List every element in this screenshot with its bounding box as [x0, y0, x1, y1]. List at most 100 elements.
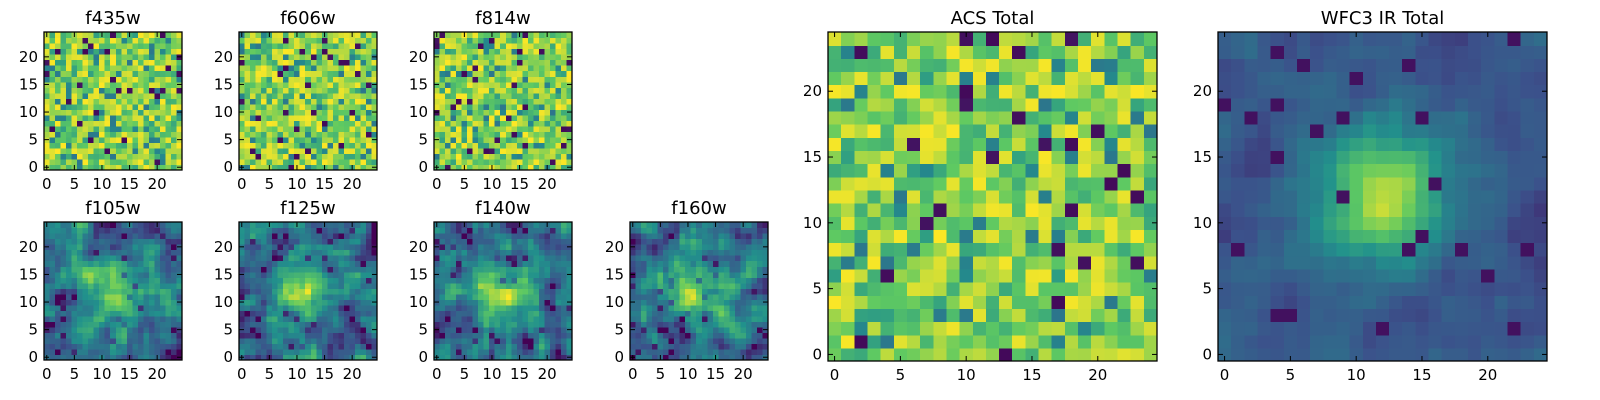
heatmap-cell	[277, 103, 284, 110]
heatmap-cell	[99, 255, 106, 262]
heatmap-cell	[44, 293, 51, 300]
heatmap-cell	[360, 222, 367, 229]
heatmap-cell	[99, 337, 106, 345]
heatmap-cell	[450, 343, 457, 350]
heatmap-cell	[283, 260, 290, 267]
heatmap-cell	[489, 109, 496, 116]
heatmap-cell	[365, 87, 373, 94]
heatmap-cell	[137, 37, 144, 44]
heatmap-cell	[668, 244, 675, 251]
heatmap-cell	[88, 32, 95, 39]
heatmap-cell	[439, 244, 446, 251]
heatmap-cell	[946, 255, 961, 270]
heatmap-cell	[77, 266, 84, 273]
heatmap-cell	[277, 244, 284, 251]
heatmap-cell	[148, 299, 155, 306]
heatmap-cell	[712, 260, 719, 267]
heatmap-cell	[338, 260, 345, 267]
heatmap-cell	[44, 282, 51, 289]
heatmap-cell	[646, 266, 653, 273]
x-tick-label: 20	[148, 175, 167, 193]
heatmap-cell	[439, 81, 446, 88]
heatmap-cell	[283, 277, 290, 284]
heatmap-cell	[527, 282, 534, 289]
heatmap-cell	[500, 332, 507, 339]
heatmap-cell	[115, 164, 122, 171]
heatmap-cell	[250, 299, 257, 306]
heatmap-cell	[66, 227, 73, 234]
heatmap-cell	[283, 131, 290, 138]
heatmap-cell	[668, 304, 675, 311]
heatmap-cell	[472, 158, 479, 166]
heatmap-cell	[60, 125, 67, 132]
heatmap-cell	[489, 114, 496, 121]
heatmap-cell	[1038, 308, 1053, 323]
heatmap-cell	[516, 348, 523, 356]
panel-title: f105w	[85, 198, 140, 219]
heatmap-cell	[66, 59, 73, 66]
heatmap-cell	[566, 348, 573, 356]
heatmap-cell	[239, 59, 246, 66]
heatmap-cell	[516, 70, 523, 77]
heatmap-cell	[946, 176, 961, 191]
heatmap-cell	[327, 238, 334, 245]
heatmap-cell	[450, 158, 457, 166]
heatmap-cell	[49, 158, 56, 166]
heatmap-cell	[522, 70, 529, 77]
heatmap-cell	[906, 321, 921, 336]
heatmap-cell	[71, 109, 78, 116]
heatmap-cell	[867, 203, 882, 217]
heatmap-cell	[261, 348, 268, 356]
heatmap-cell	[641, 304, 648, 311]
heatmap-cell	[360, 255, 367, 262]
heatmap-cell	[679, 233, 686, 240]
heatmap-cell	[751, 326, 758, 333]
heatmap-cell	[522, 109, 529, 116]
heatmap-cell	[657, 348, 664, 356]
heatmap-cell	[316, 315, 323, 322]
heatmap-cell	[959, 203, 974, 217]
heatmap-cell	[93, 277, 100, 284]
heatmap-cell	[332, 227, 339, 234]
heatmap-cell	[718, 354, 725, 361]
heatmap-cell	[176, 114, 183, 121]
heatmap-cell	[110, 222, 117, 229]
heatmap-cell	[489, 125, 496, 132]
heatmap-cell	[338, 37, 345, 44]
heatmap-cell	[365, 222, 373, 229]
heatmap-cell	[143, 136, 150, 143]
heatmap-cell	[115, 282, 122, 289]
heatmap-cell	[44, 337, 51, 345]
heatmap-cell	[707, 288, 714, 295]
heatmap-cell	[272, 103, 279, 110]
heatmap-cell	[104, 238, 111, 245]
heatmap-cell	[99, 109, 106, 116]
heatmap-cell	[44, 227, 51, 234]
heatmap-cell	[371, 343, 378, 350]
heatmap-cell	[82, 87, 89, 94]
heatmap-cell	[165, 288, 172, 295]
heatmap-cell	[472, 131, 479, 138]
heatmap-cell	[71, 59, 78, 66]
heatmap-cell	[1051, 295, 1066, 309]
heatmap-cell	[266, 70, 273, 77]
heatmap-cell	[751, 348, 758, 356]
heatmap-cell	[261, 238, 268, 245]
heatmap-cell	[272, 125, 279, 132]
heatmap-cell	[478, 153, 485, 160]
heatmap-cell	[354, 59, 362, 66]
heatmap-cell	[555, 76, 562, 83]
heatmap-cell	[544, 315, 551, 322]
heatmap-cell	[354, 233, 362, 240]
heatmap-cell	[338, 136, 345, 143]
heatmap-cell	[522, 158, 529, 166]
heatmap-cell	[354, 249, 362, 256]
heatmap-cell	[154, 70, 161, 77]
heatmap-cell	[360, 337, 367, 345]
heatmap-cell	[44, 348, 51, 356]
heatmap-cell	[679, 304, 686, 311]
heatmap-cell	[456, 288, 463, 295]
heatmap-cell	[641, 315, 648, 322]
